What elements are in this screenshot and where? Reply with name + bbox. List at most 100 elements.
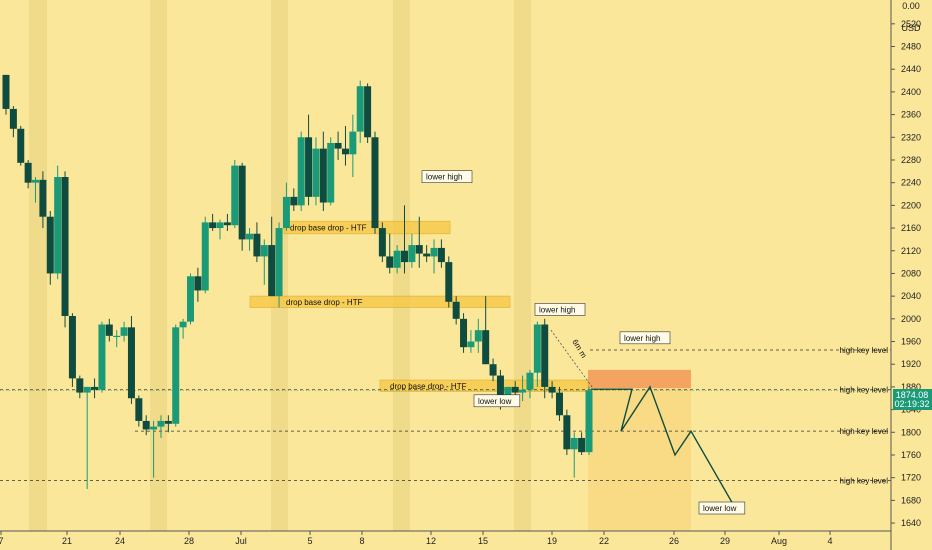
candle-body [334, 142, 342, 149]
candle-body [578, 437, 586, 453]
candle[interactable] [186, 273, 194, 325]
candle[interactable] [437, 239, 445, 268]
candle[interactable] [24, 159, 32, 189]
candle[interactable] [364, 83, 372, 143]
candle[interactable] [260, 239, 268, 285]
candle[interactable] [305, 114, 313, 206]
candle[interactable] [541, 318, 549, 399]
candle[interactable] [17, 125, 25, 166]
candle[interactable] [98, 321, 106, 393]
candle[interactable] [127, 315, 135, 404]
projected-path[interactable] [591, 385, 738, 512]
candle[interactable] [172, 324, 180, 427]
projection-area [588, 369, 691, 531]
candle[interactable] [563, 409, 571, 455]
candle-body [297, 137, 305, 206]
candle[interactable] [489, 358, 497, 382]
candle[interactable] [349, 114, 357, 177]
candle[interactable] [39, 171, 47, 229]
candle[interactable] [2, 74, 10, 115]
candle[interactable] [334, 131, 342, 160]
candle[interactable] [386, 233, 394, 274]
candle[interactable] [150, 420, 158, 478]
candle[interactable] [46, 211, 54, 285]
candle[interactable] [275, 222, 283, 308]
annotation-box[interactable] [698, 501, 746, 515]
candle[interactable] [519, 375, 527, 402]
candle[interactable] [452, 296, 460, 325]
candle-body [223, 222, 231, 226]
candle[interactable] [533, 321, 541, 387]
candle[interactable] [430, 239, 438, 274]
candle-body [415, 245, 423, 254]
candle[interactable] [341, 125, 349, 166]
candle[interactable] [555, 386, 563, 421]
candle[interactable] [297, 131, 305, 212]
candle[interactable] [548, 381, 556, 399]
candle-body [2, 74, 10, 109]
candle[interactable] [54, 165, 62, 280]
candle[interactable] [164, 415, 172, 433]
candle-body [452, 301, 460, 319]
key-level-label: high key level [840, 477, 889, 486]
candle[interactable] [216, 219, 224, 240]
candle[interactable] [327, 137, 335, 206]
candle[interactable] [401, 205, 409, 274]
candle[interactable] [157, 415, 165, 438]
candle[interactable] [120, 321, 128, 342]
candle[interactable] [460, 313, 468, 353]
candle[interactable] [282, 182, 290, 231]
candle[interactable] [371, 131, 379, 234]
candle[interactable] [467, 330, 475, 353]
price-axis-panel[interactable] [891, 0, 932, 550]
candle[interactable] [61, 171, 69, 328]
candle[interactable] [423, 245, 431, 263]
annotation-box[interactable] [619, 331, 671, 345]
candle[interactable] [113, 330, 121, 348]
candle[interactable] [408, 233, 416, 268]
candle[interactable] [209, 213, 217, 231]
candle[interactable] [246, 228, 254, 251]
candle[interactable] [482, 296, 490, 365]
price-tick-label: 2040 [901, 291, 921, 301]
projection-supply-zone[interactable] [588, 369, 691, 389]
candle[interactable] [290, 188, 298, 212]
candle[interactable] [268, 216, 276, 297]
candle[interactable] [179, 318, 187, 339]
candle[interactable] [91, 378, 99, 399]
candle[interactable] [231, 159, 239, 229]
candle[interactable] [393, 245, 401, 274]
candle[interactable] [105, 318, 113, 342]
candle[interactable] [201, 216, 209, 294]
candle[interactable] [238, 162, 246, 251]
candle[interactable] [83, 386, 91, 490]
key-level-label: high key level [840, 427, 889, 436]
candle[interactable] [578, 432, 586, 455]
candle[interactable] [253, 222, 261, 263]
candle[interactable] [570, 432, 578, 478]
candle[interactable] [223, 213, 231, 231]
annotation-box[interactable] [473, 394, 521, 408]
candle[interactable] [9, 106, 17, 138]
candle[interactable] [356, 80, 364, 143]
candle[interactable] [415, 216, 423, 268]
candle[interactable] [194, 267, 202, 302]
candle[interactable] [526, 369, 534, 399]
candle[interactable] [319, 131, 327, 212]
candle[interactable] [585, 386, 593, 455]
annotation-box[interactable] [534, 303, 586, 316]
candle[interactable] [474, 318, 482, 353]
annotation-box[interactable] [421, 170, 473, 184]
candle[interactable] [312, 137, 320, 206]
candle[interactable] [445, 256, 453, 308]
drop-base-drop-zone[interactable] [379, 379, 589, 392]
candle[interactable] [135, 395, 143, 427]
candle[interactable] [378, 222, 386, 263]
candle[interactable] [76, 375, 84, 399]
candle[interactable] [68, 313, 76, 387]
drop-base-drop-zone[interactable] [249, 295, 511, 308]
candle[interactable] [142, 415, 150, 436]
candle[interactable] [32, 177, 40, 203]
